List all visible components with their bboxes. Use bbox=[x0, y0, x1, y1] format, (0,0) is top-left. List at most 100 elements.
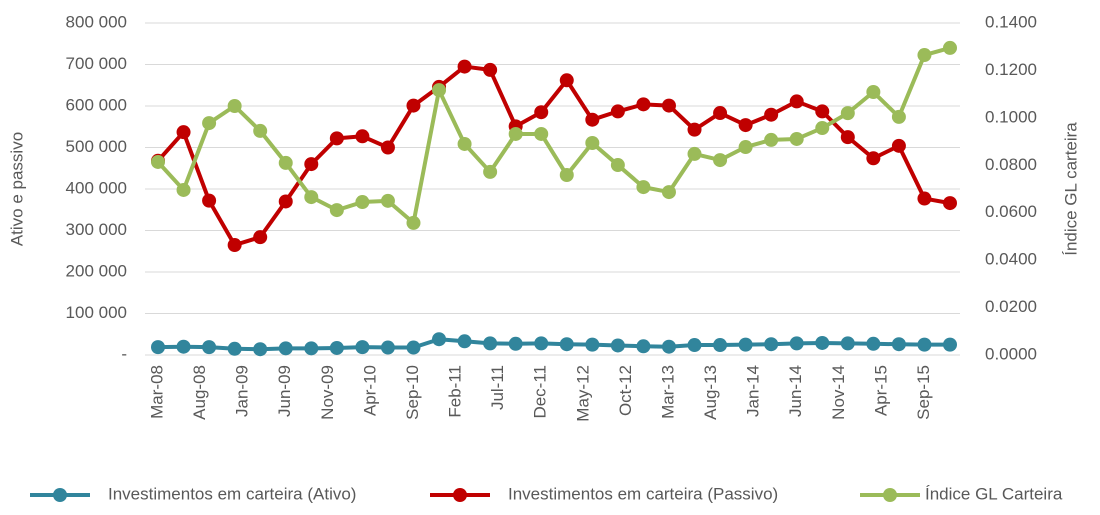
data-point bbox=[943, 196, 957, 211]
data-point bbox=[559, 73, 574, 88]
data-point bbox=[764, 132, 779, 147]
data-point bbox=[355, 340, 370, 355]
y-tick-label: 100 000 bbox=[66, 303, 127, 322]
data-point bbox=[840, 106, 855, 121]
y-tick-label: - bbox=[121, 344, 127, 363]
x-tick-label: Aug-13 bbox=[701, 365, 720, 420]
y2-tick-label: 0.1000 bbox=[985, 107, 1037, 126]
y2-tick-label: 0.1400 bbox=[985, 12, 1037, 31]
data-point bbox=[559, 337, 574, 352]
data-point bbox=[253, 230, 268, 245]
x-tick-label: Nov-14 bbox=[829, 365, 848, 420]
data-point bbox=[534, 336, 549, 351]
x-tick-label: Apr-15 bbox=[871, 365, 890, 416]
data-point bbox=[380, 340, 395, 355]
data-point bbox=[917, 337, 932, 352]
data-point bbox=[713, 106, 728, 121]
data-point bbox=[151, 154, 165, 169]
data-point bbox=[840, 130, 855, 145]
y-tick-label: 300 000 bbox=[66, 220, 127, 239]
x-tick-label: Jun-09 bbox=[275, 365, 294, 417]
y2-tick-label: 0.0000 bbox=[985, 344, 1037, 363]
data-point bbox=[943, 40, 957, 55]
x-tick-label: Jan-09 bbox=[233, 365, 252, 417]
data-point bbox=[815, 121, 830, 136]
x-tick-label: May-12 bbox=[573, 365, 592, 422]
data-point bbox=[713, 338, 728, 353]
data-point bbox=[227, 238, 242, 253]
data-point bbox=[380, 140, 395, 155]
data-point bbox=[636, 180, 651, 195]
y-tick-label: 500 000 bbox=[66, 137, 127, 156]
data-point bbox=[151, 340, 165, 355]
data-point bbox=[202, 193, 217, 208]
data-point bbox=[483, 336, 498, 351]
data-point bbox=[483, 164, 498, 179]
x-tick-label: Apr-10 bbox=[360, 365, 379, 416]
x-tick-label: Jan-14 bbox=[744, 365, 763, 417]
data-point bbox=[661, 185, 676, 200]
data-point bbox=[329, 131, 344, 146]
x-tick-label: Dec-11 bbox=[531, 365, 550, 419]
data-point bbox=[253, 123, 268, 138]
data-point bbox=[610, 104, 625, 119]
data-point bbox=[432, 332, 447, 347]
data-point bbox=[738, 140, 753, 155]
data-point bbox=[789, 131, 804, 146]
data-point bbox=[534, 126, 549, 141]
data-point bbox=[917, 48, 932, 63]
x-tick-label: Sep-10 bbox=[403, 365, 422, 420]
x-tick-label: Jun-14 bbox=[786, 365, 805, 417]
y2-tick-label: 0.0800 bbox=[985, 155, 1037, 174]
y-tick-label: 800 000 bbox=[66, 12, 127, 31]
y-tick-label: 600 000 bbox=[66, 95, 127, 114]
data-point bbox=[278, 194, 293, 209]
data-point bbox=[738, 118, 753, 133]
data-point bbox=[176, 339, 191, 354]
data-point bbox=[789, 336, 804, 351]
y2-tick-label: 0.0200 bbox=[985, 297, 1037, 316]
y2-tick-label: 0.1200 bbox=[985, 60, 1037, 79]
data-point bbox=[789, 94, 804, 109]
data-point bbox=[661, 98, 676, 113]
data-point bbox=[917, 191, 932, 206]
y-tick-label: 400 000 bbox=[66, 178, 127, 197]
data-point bbox=[176, 182, 191, 197]
data-point bbox=[943, 337, 957, 352]
data-point bbox=[661, 339, 676, 354]
data-point bbox=[585, 112, 600, 127]
data-point bbox=[866, 151, 881, 166]
legend-label: Investimentos em carteira (Passivo) bbox=[508, 484, 778, 503]
x-tick-label: Aug-08 bbox=[190, 365, 209, 420]
data-point bbox=[891, 337, 906, 352]
data-point bbox=[687, 146, 702, 161]
x-tick-label: Mar-13 bbox=[658, 365, 677, 419]
data-point bbox=[278, 155, 293, 170]
data-point bbox=[534, 105, 549, 120]
data-point bbox=[406, 340, 421, 355]
data-point bbox=[585, 337, 600, 352]
data-point bbox=[508, 336, 523, 351]
data-point bbox=[636, 339, 651, 354]
data-point bbox=[278, 341, 293, 356]
data-point bbox=[329, 340, 344, 355]
y2-tick-label: 0.0400 bbox=[985, 250, 1037, 269]
data-point bbox=[406, 98, 421, 113]
series-line bbox=[156, 45, 951, 225]
data-point bbox=[304, 157, 319, 172]
data-point bbox=[687, 122, 702, 137]
data-point bbox=[457, 136, 472, 151]
data-point bbox=[355, 195, 370, 210]
data-point bbox=[764, 107, 779, 122]
data-point bbox=[866, 85, 881, 100]
data-point bbox=[738, 337, 753, 352]
data-point bbox=[559, 168, 574, 183]
data-point bbox=[866, 336, 881, 351]
data-point bbox=[380, 193, 395, 208]
data-point bbox=[202, 116, 217, 131]
series-line bbox=[157, 337, 950, 352]
x-tick-label: Feb-11 bbox=[446, 365, 465, 418]
data-point bbox=[636, 97, 651, 112]
y-tick-label: 200 000 bbox=[66, 261, 127, 280]
